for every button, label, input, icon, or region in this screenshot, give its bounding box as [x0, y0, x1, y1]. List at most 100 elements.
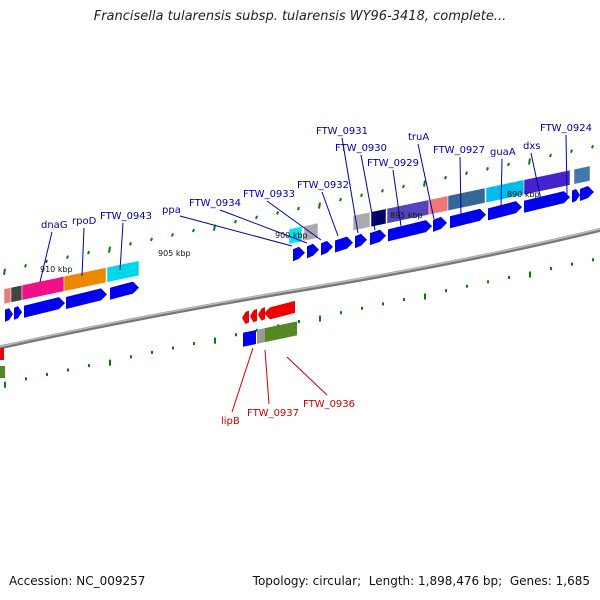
gene-label-ppa[interactable]: ppa [162, 205, 181, 216]
feature-block [106, 260, 140, 283]
tick-mark [171, 233, 174, 237]
feature-block [3, 287, 12, 305]
kbp-label: 910 kbp [40, 265, 73, 274]
forward-gene-arrow [355, 233, 367, 249]
leader-line [286, 356, 328, 396]
leader-line [39, 231, 53, 283]
leader-line [266, 200, 322, 241]
tick-mark [276, 211, 279, 215]
forward-gene-arrow [5, 308, 13, 322]
gene-label-FTW_0937[interactable]: FTW_0937 [247, 408, 299, 419]
length-value: 1,898,476 bp [418, 574, 499, 588]
leader-line [392, 169, 402, 227]
gene-label-truA[interactable]: truA [408, 132, 429, 143]
tick-mark [150, 237, 153, 242]
inner-tick-row [4, 258, 594, 388]
tick-mark [549, 153, 552, 158]
tick-mark [381, 189, 384, 193]
gene-label-FTW_0930[interactable]: FTW_0930 [335, 143, 387, 154]
forward-gene-arrow [450, 208, 486, 229]
gene-label-FTW_0927[interactable]: FTW_0927 [433, 145, 485, 156]
feature-block [573, 165, 591, 185]
feature-block [370, 208, 387, 228]
reverse-gene-arrow [264, 300, 295, 320]
reverse-gene-arrow [242, 310, 249, 324]
accession-label: Accession: [9, 574, 73, 588]
gene-label-FTW_0931[interactable]: FTW_0931 [316, 126, 368, 137]
leader-line [530, 152, 542, 201]
feature-block [523, 169, 571, 196]
feature-block [257, 328, 265, 344]
feature-block [243, 330, 256, 347]
tick-mark [129, 241, 132, 246]
gene-label-dnaG[interactable]: dnaG [41, 220, 68, 231]
tick-mark [507, 162, 510, 167]
gene-label-FTW_0934[interactable]: FTW_0934 [189, 198, 241, 209]
leader-line [231, 347, 254, 413]
accession-info: Accession: NC_009257 [9, 574, 145, 588]
genes-label: Genes: [509, 574, 552, 588]
leader-line [179, 215, 293, 247]
forward-gene-arrow [572, 189, 580, 203]
leader-line [417, 143, 435, 220]
tick-mark [423, 180, 426, 187]
forward-gene-arrow [293, 246, 305, 262]
tick-mark [87, 250, 90, 255]
gene-label-lipB[interactable]: lipB [221, 416, 240, 427]
tick-mark [45, 259, 48, 264]
gene-label-FTW_0936[interactable]: FTW_0936 [303, 399, 355, 410]
tick-mark [444, 175, 447, 180]
tick-mark [108, 246, 111, 253]
feature-block [21, 276, 65, 301]
gene-label-dxs[interactable]: dxs [523, 141, 540, 152]
forward-gene-arrow [488, 201, 522, 221]
kbp-label: 900 kbp [275, 231, 308, 240]
forward-gene-arrow [14, 306, 22, 320]
leader-line [360, 154, 376, 231]
feature-block [63, 267, 107, 292]
map-title: Francisella tularensis subsp. tularensis… [93, 9, 507, 24]
tick-mark [3, 268, 6, 275]
gene-label-FTW_0932[interactable]: FTW_0932 [297, 180, 349, 191]
tick-mark [465, 171, 468, 176]
gene-label-FTW_0924[interactable]: FTW_0924 [540, 123, 592, 134]
kbp-label: 895 kbp [390, 211, 423, 220]
gene-label-FTW_0933[interactable]: FTW_0933 [243, 189, 295, 200]
gene-label-FTW_0929[interactable]: FTW_0929 [367, 158, 419, 169]
forward-gene-arrow [307, 243, 319, 259]
tick-mark [66, 255, 69, 259]
feature-block [0, 366, 5, 378]
tick-mark [318, 202, 321, 209]
genome-backbone-highlight [0, 228, 600, 348]
leader-line [219, 209, 308, 244]
forward-gene-arrow [110, 281, 139, 300]
genome-backbone [0, 227, 600, 350]
tick-mark [402, 184, 405, 189]
label-leader-lines [39, 134, 568, 413]
leader-line [500, 158, 503, 210]
leader-line [81, 227, 85, 277]
forward-gene-arrow [66, 288, 107, 309]
tick-mark [486, 167, 489, 171]
forward-gene-arrow [524, 191, 570, 213]
gene-label-guaA[interactable]: guaA [490, 147, 516, 158]
leader-line [565, 134, 568, 195]
tick-mark [24, 264, 27, 268]
gene-label-FTW_0943[interactable]: FTW_0943 [100, 211, 152, 222]
tick-mark [339, 197, 342, 202]
kbp-label: 905 kbp [158, 249, 191, 258]
tick-mark [192, 228, 195, 233]
gene-label-rpoD[interactable]: rpoD [72, 216, 97, 227]
forward-gene-arrow [321, 240, 333, 256]
leader-line [341, 137, 359, 234]
leader-line [264, 349, 270, 405]
accession-value: NC_009257 [76, 574, 146, 588]
tick-mark [297, 206, 300, 211]
length-label: Length: [368, 574, 415, 588]
forward-gene-arrow [388, 220, 432, 242]
feature-blocks [0, 165, 591, 378]
topology-value: circular [312, 574, 358, 588]
feature-block [447, 187, 486, 212]
forward-gene-arrow [370, 229, 386, 246]
